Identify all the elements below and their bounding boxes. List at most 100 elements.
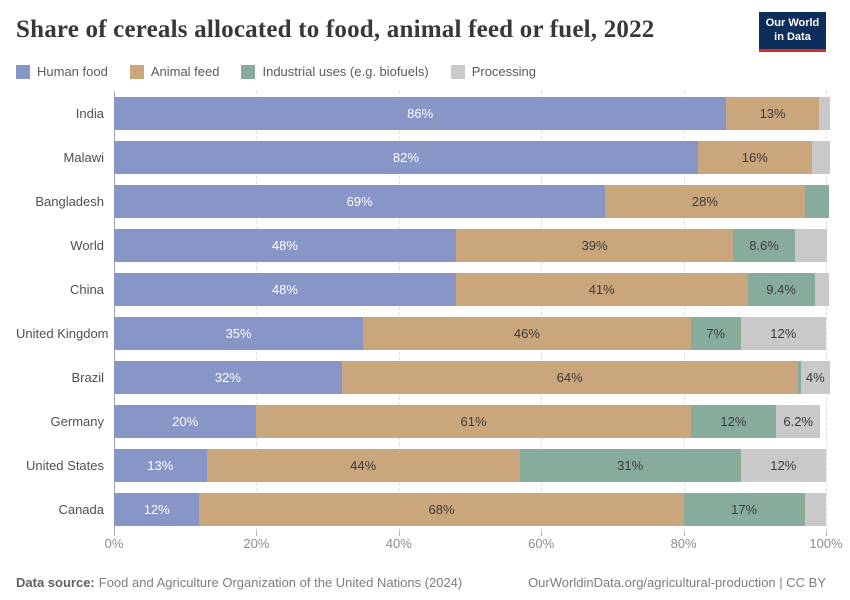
country-label: United Kingdom — [16, 325, 109, 341]
bar-row: United Kingdom 35% 46% 7% 12% — [16, 311, 826, 355]
bar-segment[interactable]: 13% — [114, 448, 207, 482]
bar-segment[interactable]: 12% — [690, 404, 777, 438]
bar-segment[interactable]: 31% — [519, 448, 741, 482]
chart-area: India 86% 13% Malawi 82% 16% Bangladesh 69% 28% W… — [16, 91, 843, 553]
data-source-text: Food and Agriculture Organization of the… — [98, 575, 463, 590]
page-title: Share of cereals allocated to food, anim… — [16, 16, 655, 43]
country-label: China — [70, 281, 104, 297]
bar-segment[interactable] — [814, 272, 829, 306]
bar-segment[interactable]: 39% — [455, 228, 734, 262]
axis-tick-mark — [114, 531, 115, 536]
bar-segment[interactable]: 68% — [199, 492, 684, 526]
axis-tick-mark — [683, 531, 685, 536]
bar-row: Malawi 82% 16% — [16, 135, 830, 179]
bar-segment[interactable]: 6.2% — [776, 404, 821, 438]
data-source: Data source: Food and Agriculture Organiz… — [16, 575, 462, 590]
country-label: Germany — [50, 413, 104, 429]
bar-segment[interactable]: 61% — [256, 404, 691, 438]
stacked-bar: 13% 44% 31% 12% — [114, 448, 826, 482]
country-label: Malawi — [63, 149, 104, 165]
stacked-bar: 20% 61% 12% 6.2% — [114, 404, 826, 438]
axis-tick-mark — [541, 531, 543, 536]
bar-segment[interactable] — [797, 360, 802, 394]
bar-segment[interactable]: 12% — [740, 448, 826, 482]
axis-tick-label: 100% — [809, 536, 843, 551]
gridlines — [114, 91, 827, 531]
axis-tick-label: 60% — [528, 536, 555, 551]
axis-tick-label: 20% — [243, 536, 270, 551]
bar-segment[interactable]: 86% — [114, 96, 727, 130]
legend-swatch-icon — [16, 64, 30, 79]
stacked-bar: 48% 41% 9.4% — [114, 272, 829, 306]
bar-segment[interactable]: 7% — [690, 316, 741, 350]
country-label: Bangladesh — [35, 193, 104, 209]
bar-segment[interactable]: 46% — [363, 316, 691, 350]
stacked-bar: 48% 39% 8.6% — [114, 228, 827, 262]
legend-swatch-icon — [129, 64, 144, 79]
bar-rows: India 86% 13% Malawi 82% 16% Bangladesh 69% 28% W… — [16, 91, 830, 531]
bar-segment[interactable]: 48% — [114, 228, 456, 262]
axis-tick-mark — [398, 531, 400, 536]
bar-segment[interactable]: 64% — [341, 360, 798, 394]
bar-row: World 48% 39% 8.6% — [16, 223, 827, 267]
footer: Data source: Food and Agriculture Organiz… — [16, 575, 826, 590]
bar-segment[interactable]: 4% — [801, 360, 830, 394]
gridline — [398, 91, 400, 531]
country-label: World — [70, 237, 104, 253]
bar-segment[interactable] — [811, 140, 830, 174]
bar-row: Brazil 32% 64% 4% — [16, 355, 830, 399]
legend-label: Processing — [471, 64, 536, 79]
bar-segment[interactable] — [804, 492, 826, 526]
bar-segment[interactable]: 9.4% — [747, 272, 815, 306]
legend-item[interactable]: Industrial uses (e.g. biofuels) — [241, 64, 429, 79]
gridline — [826, 91, 827, 531]
legend-item[interactable]: Human food — [16, 64, 108, 79]
legend: Human food Animal feed Industrial uses (e.… — [16, 64, 826, 79]
bar-segment[interactable]: 16% — [697, 140, 812, 174]
bar-row: Germany 20% 61% 12% 6.2% — [16, 399, 826, 443]
country-label: United States — [25, 457, 104, 473]
stacked-bar: 86% 13% — [114, 96, 830, 130]
bar-segment[interactable] — [804, 184, 829, 218]
bar-segment[interactable]: 28% — [605, 184, 805, 218]
gridline — [683, 91, 685, 531]
bar-segment[interactable]: 69% — [114, 184, 606, 218]
legend-label: Human food — [37, 64, 108, 79]
legend-item[interactable]: Animal feed — [129, 64, 220, 79]
bar-segment[interactable]: 44% — [206, 448, 520, 482]
country-label: Brazil — [71, 369, 104, 385]
bar-segment[interactable] — [818, 96, 830, 130]
legend-swatch-icon — [241, 64, 256, 79]
bar-segment[interactable]: 32% — [114, 360, 342, 394]
owid-logo[interactable]: Our World in Data — [759, 12, 826, 52]
bar-segment[interactable]: 17% — [683, 492, 805, 526]
bar-segment[interactable]: 13% — [726, 96, 819, 130]
gridline — [541, 91, 543, 531]
bar-segment[interactable]: 20% — [114, 404, 257, 438]
bar-row: Canada 12% 68% 17% — [16, 487, 826, 531]
stacked-bar: 12% 68% 17% — [114, 492, 826, 526]
bar-segment[interactable]: 41% — [455, 272, 748, 306]
x-axis: 0% 20% 40% 60% 80% 100% — [105, 531, 843, 553]
legend-label: Animal feed — [150, 64, 220, 79]
data-source-label: Data source: — [16, 575, 95, 590]
legend-item[interactable]: Processing — [450, 64, 536, 79]
bar-segment[interactable]: 12% — [114, 492, 200, 526]
bar-segment[interactable]: 82% — [114, 140, 698, 174]
bar-segment[interactable]: 12% — [740, 316, 826, 350]
bar-row: Bangladesh 69% 28% — [16, 179, 829, 223]
bar-segment[interactable] — [794, 228, 827, 262]
stacked-bar: 69% 28% — [114, 184, 829, 218]
bar-segment[interactable]: 48% — [114, 272, 456, 306]
credit-link[interactable]: OurWorldinData.org/agricultural-producti… — [528, 575, 826, 590]
gridline — [256, 91, 258, 531]
bar-segment[interactable]: 8.6% — [733, 228, 795, 262]
axis-tick-mark — [256, 531, 258, 536]
stacked-bar: 35% 46% 7% 12% — [114, 316, 826, 350]
bar-segment[interactable]: 35% — [114, 316, 364, 350]
axis-tick-label: 40% — [385, 536, 412, 551]
header: Share of cereals allocated to food, anim… — [16, 12, 826, 52]
axis-tick-label: 80% — [670, 536, 697, 551]
country-label: India — [75, 105, 104, 121]
